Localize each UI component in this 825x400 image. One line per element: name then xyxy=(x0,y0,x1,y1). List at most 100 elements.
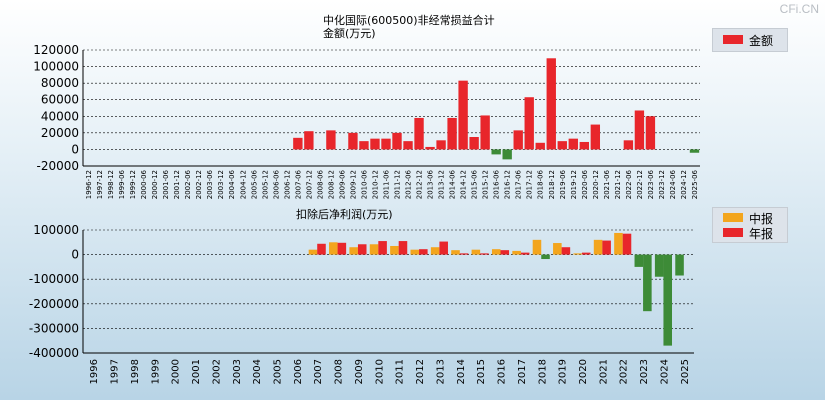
chart1-xtick-label: 2004-06 xyxy=(228,169,236,199)
chart2-xtick-label: 2004 xyxy=(252,359,263,384)
chart1-xtick-label: 2003-06 xyxy=(206,169,214,199)
chart1-bar xyxy=(557,141,567,150)
chart2-bar-annual xyxy=(500,250,510,255)
chart1-xtick-label: 2019-12 xyxy=(570,170,578,199)
chart1-xtick-label: 2010-06 xyxy=(360,169,368,199)
chart1-xtick-label: 2011-12 xyxy=(394,170,402,199)
legend-chart2: 中报 年报 xyxy=(712,207,788,243)
chart1-bar xyxy=(579,141,589,150)
chart1-bar xyxy=(513,130,523,150)
chart2-xtick-label: 2002 xyxy=(211,359,222,384)
chart1-xtick-label: 2021-12 xyxy=(614,170,622,199)
chart1-xtick-label: 2009-06 xyxy=(338,169,346,199)
chart2-bar-annual xyxy=(622,233,632,255)
chart2-xtick-label: 2000 xyxy=(171,359,182,384)
chart1-xtick-label: 2014-06 xyxy=(449,169,457,199)
chart1-xtick-label: 1999-12 xyxy=(129,170,137,199)
chart1-xtick-label: 2022-06 xyxy=(625,169,633,199)
chart1-xtick-label: 2015-12 xyxy=(482,170,490,199)
legend-chart1: 金额 xyxy=(712,28,788,52)
chart1-xtick-label: 2005-06 xyxy=(250,169,258,199)
chart2-ytick-label: -100000 xyxy=(29,272,79,286)
chart2-bar-annual xyxy=(439,241,448,255)
chart1-ytick-label: 80000 xyxy=(41,76,79,90)
chart2-bar-interim xyxy=(369,244,379,255)
chart1-xtick-label: 2002-06 xyxy=(184,169,192,199)
chart2-xtick-label: 2018 xyxy=(537,359,548,384)
chart1-xtick-label: 2001-06 xyxy=(162,169,170,199)
chart1-xtick-label: 2021-06 xyxy=(603,169,611,199)
chart1-ytick-label: 40000 xyxy=(41,109,79,123)
chart1-xtick-label: 2006-06 xyxy=(272,169,280,199)
chart1-xtick-label: 2019-06 xyxy=(559,169,567,199)
chart2-bar-annual xyxy=(378,241,387,255)
chart1-xtick-label: 2004-12 xyxy=(239,170,247,199)
chart1-bar xyxy=(590,124,601,150)
chart1-bar xyxy=(447,117,457,150)
chart2-xtick-label: 2024 xyxy=(659,359,670,384)
chart1-xtick-label: 2010-12 xyxy=(371,170,379,199)
chart2-bar-annual xyxy=(398,241,408,255)
legend-label-interim: 中报 xyxy=(749,212,774,226)
chart2-bar-annual xyxy=(419,249,428,255)
chart2-xtick-label: 2008 xyxy=(334,359,345,384)
watermark: CFi.CN xyxy=(779,2,819,16)
chart2-bar-annual xyxy=(459,253,469,255)
chart2-xtick-label: 2022 xyxy=(619,359,630,384)
chart1-bar xyxy=(359,141,369,150)
chart1-xtick-label: 2020-12 xyxy=(592,170,600,199)
chart2-bar-annual xyxy=(561,247,571,255)
chart2-xtick-label: 2020 xyxy=(578,359,589,384)
chart2-xtick-label: 1996 xyxy=(89,359,100,384)
chart2-bar-interim xyxy=(491,249,501,255)
chart1-ytick-label: 100000 xyxy=(33,60,79,74)
chart2-xtick-label: 2009 xyxy=(354,359,365,384)
chart2-bar-interim xyxy=(390,245,399,255)
chart2-bar-annual xyxy=(520,252,530,255)
chart2-xtick-label: 2007 xyxy=(313,359,324,384)
chart2-bar-interim xyxy=(614,232,623,255)
chart2-bar-annual xyxy=(337,242,347,255)
chart2-bar-annual xyxy=(480,253,489,255)
chart1-xtick-label: 2022-12 xyxy=(636,170,644,199)
chart1-bar xyxy=(458,80,468,150)
chart1-xtick-label: 2020-06 xyxy=(581,169,589,199)
chart2-bar-annual xyxy=(643,254,652,312)
chart1-bar xyxy=(546,58,556,150)
chart2-bar-interim xyxy=(471,249,481,255)
chart1-xtick-label: 2023-06 xyxy=(647,169,655,199)
chart2-bar-annual xyxy=(357,244,367,255)
chart2-bar-interim xyxy=(593,239,603,255)
chart1-bar xyxy=(304,131,314,150)
chart1-bar xyxy=(370,138,380,150)
chart2-xtick-label: 2015 xyxy=(476,359,487,384)
chart1-bar xyxy=(645,116,656,150)
chart1-plot: 120000 100000 80000 60000 40000 20000 0 -20000 1… xyxy=(33,43,700,199)
chart1-xtick-label: 2018-06 xyxy=(537,169,545,199)
chart2-ytick-label: -400000 xyxy=(29,346,79,360)
chart1-bar xyxy=(469,137,479,150)
chart1-xtick-label: 2014-12 xyxy=(460,170,468,199)
chart1-xtick-label: 2018-12 xyxy=(548,170,556,199)
chart1-xtick-label: 1998-12 xyxy=(107,170,115,199)
chart2-bar-interim xyxy=(634,254,644,267)
chart2-xtick-label: 1998 xyxy=(130,359,141,384)
chart1-ytick-label: 20000 xyxy=(41,126,79,140)
chart1-bar xyxy=(689,149,700,153)
chart2-xtick-label: 2003 xyxy=(232,359,243,384)
chart1-xtick-label: 2013-06 xyxy=(427,169,435,199)
chart1-xtick-label: 1999-06 xyxy=(118,169,126,199)
chart1-xtick-label: 2011-06 xyxy=(382,169,390,199)
chart-title: 中化国际(600500)非经常损益合计 xyxy=(323,14,495,27)
chart2-plot: 100000 0 -100000 -200000 -300000 -400000 1996 1… xyxy=(29,223,694,384)
chart2-bar-annual xyxy=(602,240,611,255)
chart2-bar-annual xyxy=(581,252,591,255)
chart1-xtick-label: 2017-12 xyxy=(526,170,534,199)
chart1-xtick-label: 2023-12 xyxy=(658,170,666,199)
chart1-xtick-label: 2024-06 xyxy=(669,169,677,199)
chart1-bar xyxy=(326,130,336,150)
chart2-xtick-label: 2016 xyxy=(497,359,508,384)
chart1-xtick-label: 2008-06 xyxy=(316,169,324,199)
chart1-xtick-label: 2007-06 xyxy=(294,169,302,199)
